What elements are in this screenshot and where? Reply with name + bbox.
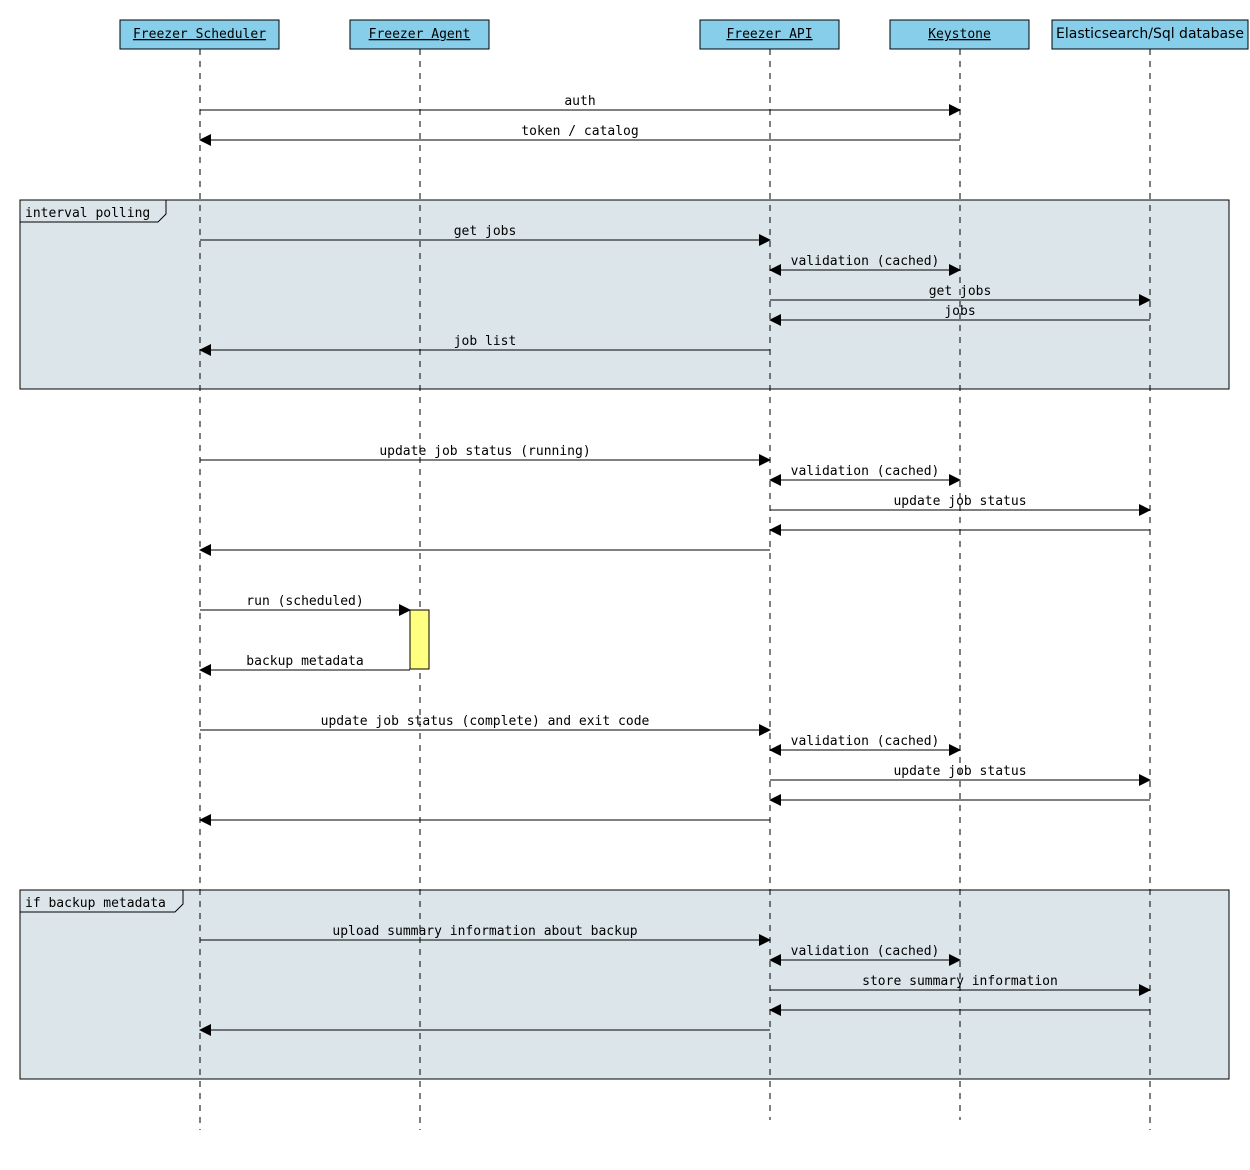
message-19: upload summary information about backup <box>200 924 771 946</box>
message-label: run (scheduled) <box>246 594 363 609</box>
message-label: validation (cached) <box>791 254 940 269</box>
message-1: token / catalog <box>199 124 960 146</box>
frame-label-tab <box>20 890 184 913</box>
participant-label: Freezer Scheduler <box>133 27 266 42</box>
message-label: validation (cached) <box>791 944 940 959</box>
message-label: get jobs <box>929 284 992 299</box>
message-label: update job status (complete) and exit co… <box>321 714 650 729</box>
frame-box <box>19 889 1230 1080</box>
message-label: get jobs <box>454 224 517 239</box>
participant-box <box>699 19 840 50</box>
message-20: validation (cached) <box>769 944 961 966</box>
participant-label: Freezer API <box>726 27 812 42</box>
message-label: validation (cached) <box>791 734 940 749</box>
message-21: store summary information <box>770 974 1151 996</box>
participant-api[interactable]: Freezer API <box>699 19 840 50</box>
frame-label: interval polling <box>25 206 150 221</box>
participant-label: Freezer Agent <box>369 27 471 42</box>
participant-label: Keystone <box>928 27 991 42</box>
message-label: upload summary information about backup <box>332 924 637 939</box>
message-7: update job status (running) <box>200 444 771 466</box>
message-label: backup metadata <box>246 654 363 669</box>
participant-box <box>349 19 490 50</box>
message-4: get jobs <box>770 284 1151 306</box>
message-label: store summary information <box>862 974 1058 989</box>
frame-box <box>19 199 1230 390</box>
frame-label: if backup metadata <box>25 896 166 911</box>
frame-if-backup-metadata: if backup metadata <box>19 889 1230 1080</box>
message-6: job list <box>199 334 770 356</box>
message-16: update job status <box>770 764 1151 786</box>
message-8: validation (cached) <box>769 464 961 486</box>
message-label: jobs <box>944 304 975 319</box>
message-3: validation (cached) <box>769 254 961 276</box>
participant-agent[interactable]: Freezer Agent <box>349 19 490 50</box>
message-0: auth <box>200 94 961 116</box>
participant-box <box>119 19 280 50</box>
message-label: update job status <box>893 764 1026 779</box>
participant-scheduler[interactable]: Freezer Scheduler <box>119 19 280 50</box>
message-15: validation (cached) <box>769 734 961 756</box>
message-label: update job status (running) <box>379 444 590 459</box>
message-2: get jobs <box>200 224 771 246</box>
activation-bar-agent <box>409 609 430 670</box>
participant-label: Elasticsearch/Sql database <box>1056 26 1244 42</box>
frame-interval-polling: interval polling <box>19 199 1230 390</box>
message-12: run (scheduled) <box>200 594 411 616</box>
participant-keystone[interactable]: Keystone <box>889 19 1030 50</box>
message-14: update job status (complete) and exit co… <box>200 714 771 736</box>
message-label: token / catalog <box>521 124 638 139</box>
participant-box <box>1051 19 1249 50</box>
message-label: update job status <box>893 494 1026 509</box>
message-13: backup metadata <box>199 654 410 676</box>
message-9: update job status <box>770 494 1151 516</box>
message-label: validation (cached) <box>791 464 940 479</box>
participant-db[interactable]: Elasticsearch/Sql database <box>1051 19 1249 50</box>
frame-label-tab <box>20 200 167 223</box>
message-label: auth <box>564 94 595 109</box>
message-label: job list <box>454 334 517 349</box>
message-5: jobs <box>769 304 1150 326</box>
participant-box <box>889 19 1030 50</box>
